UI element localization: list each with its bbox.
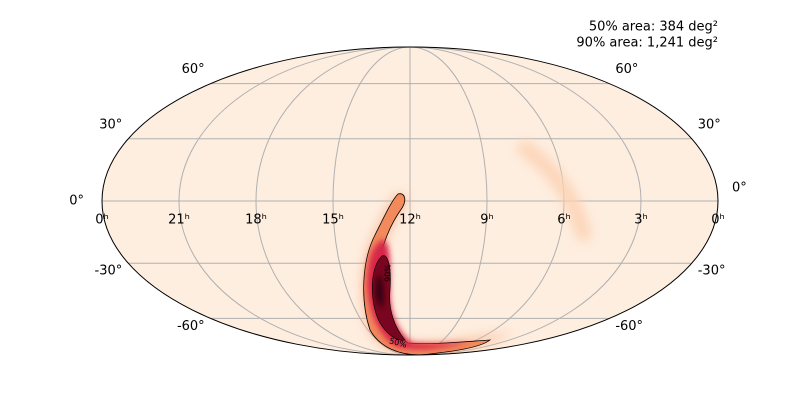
sky-outline: [101, 46, 719, 356]
dec-tick-label: 60°: [182, 62, 205, 77]
ra-tick-label: 21ʰ: [168, 213, 190, 228]
contour-label: 90%: [384, 264, 393, 282]
dec-tick-label: -30°: [698, 264, 726, 279]
ra-tick-label: 15ʰ: [322, 213, 344, 228]
dec-tick-label: 60°: [615, 62, 638, 77]
ra-tick-label: 12ʰ: [399, 213, 421, 228]
probability-map: [363, 139, 592, 355]
ra-tick-label: 3ʰ: [634, 213, 648, 228]
area-annotation: 50% area: 384 deg²: [589, 20, 718, 35]
graticule: [102, 46, 718, 356]
dec-tick-label: 0°: [732, 181, 747, 196]
dec-tick-label: 30°: [99, 117, 122, 132]
ra-tick-label: 18ʰ: [245, 213, 267, 228]
ra-tick-label: 0ʰ: [95, 213, 109, 228]
peak: [376, 274, 384, 308]
ra-tick-label: 9ʰ: [480, 213, 494, 228]
area-annotation: 90% area: 1,241 deg²: [576, 36, 718, 51]
dec-tick-label: -60°: [177, 319, 205, 334]
dec-tick-label: -60°: [615, 319, 643, 334]
dec-tick-label: 30°: [698, 117, 721, 132]
faint-arc: [516, 139, 592, 242]
dec-tick-label: 0°: [69, 194, 84, 209]
contour-90: [363, 193, 492, 355]
ra-tick-label: 6ʰ: [557, 213, 571, 228]
ra-tick-label: 0ʰ: [711, 213, 725, 228]
dec-tick-label: -30°: [95, 264, 123, 279]
